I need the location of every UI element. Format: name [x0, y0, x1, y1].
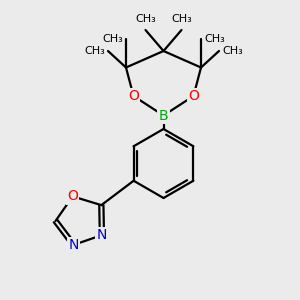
Text: O: O [67, 189, 78, 203]
Text: CH₃: CH₃ [135, 14, 156, 24]
Text: O: O [188, 89, 199, 103]
Text: CH₃: CH₃ [222, 46, 243, 56]
Text: CH₃: CH₃ [84, 46, 105, 56]
Text: B: B [159, 109, 168, 122]
Text: O: O [128, 89, 139, 103]
Text: N: N [68, 238, 79, 252]
Text: CH₃: CH₃ [204, 34, 225, 44]
Text: CH₃: CH₃ [171, 14, 192, 24]
Text: CH₃: CH₃ [102, 34, 123, 44]
Text: N: N [97, 228, 107, 242]
